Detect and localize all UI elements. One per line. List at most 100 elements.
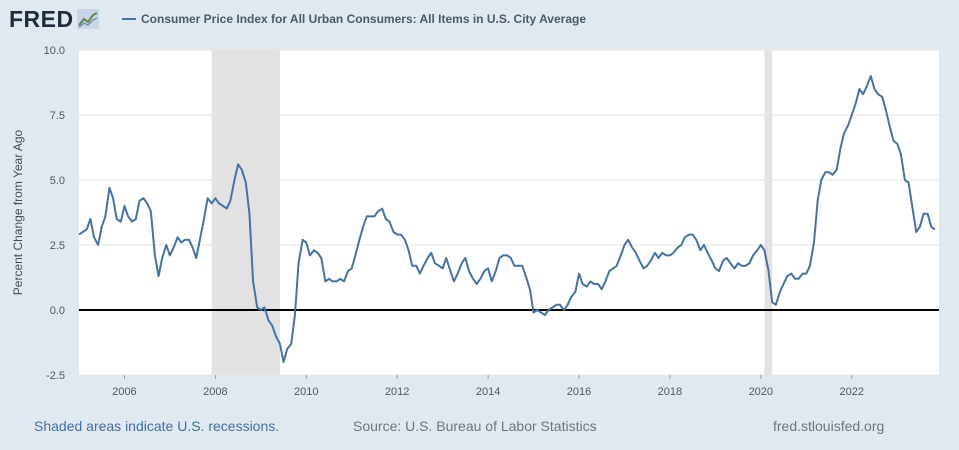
data-point [479,278,481,280]
data-point [195,257,197,259]
data-point [824,171,826,173]
data-point [862,93,864,95]
data-point [377,210,379,212]
data-point [873,88,875,90]
data-point [407,249,409,251]
chart-legend[interactable]: Consumer Price Index for All Urban Consu… [122,11,586,27]
data-point [468,270,470,272]
x-tick-label: 2018 [658,386,682,398]
data-point [456,272,458,274]
y-axis-label: Percent Change from Year Ago [11,129,25,295]
data-point [870,75,872,77]
data-point [547,309,549,311]
data-point [445,257,447,259]
data-point [237,163,239,165]
data-point [229,200,231,202]
cpi-series-line[interactable] [78,75,936,363]
data-point [188,239,190,241]
x-tick-label: 2014 [476,386,500,398]
data-point [180,241,182,243]
data-point [116,218,118,220]
data-point [578,272,580,274]
data-point [263,306,265,308]
recession-note[interactable]: Shaded areas indicate U.S. recessions. [34,418,280,434]
data-point [434,262,436,264]
y-axis-ticks: 10.0 7.5 5.0 2.5 0.0 -2.5 [44,45,65,382]
data-point [313,249,315,251]
data-point [81,231,83,233]
data-point [320,257,322,259]
data-point [89,218,91,220]
data-point [331,280,333,282]
fred-logo[interactable]: FRED [9,6,99,32]
data-point [896,142,898,144]
site-url[interactable]: fred.stlouisfed.org [773,418,885,434]
data-point [529,288,531,290]
data-point [706,252,708,254]
data-point [631,246,633,248]
data-point [316,252,318,254]
data-point [532,311,534,313]
data-point [646,265,648,267]
data-point [101,226,103,228]
data-point [805,272,807,274]
data-point [233,179,235,181]
data-point [616,265,618,267]
data-point [729,262,731,264]
data-point [714,267,716,269]
data-point [858,88,860,90]
data-point [415,265,417,267]
data-point [638,259,640,261]
data-point [373,215,375,217]
data-point [286,348,288,350]
data-point [831,174,833,176]
data-point [441,267,443,269]
data-point [551,306,553,308]
data-point [699,249,701,251]
data-point [786,275,788,277]
data-point [559,304,561,306]
recession-band-2 [764,50,773,375]
data-point [396,233,398,235]
data-point [608,270,610,272]
data-point [866,85,868,87]
data-point [510,257,512,259]
data-point [347,270,349,272]
data-point [904,179,906,181]
data-point [301,239,303,241]
data-point [112,197,114,199]
data-point [563,309,565,311]
data-point [309,254,311,256]
data-point [86,228,88,230]
data-point [104,215,106,217]
data-point [495,270,497,272]
data-point [847,124,849,126]
data-point [506,254,508,256]
data-point [737,262,739,264]
recession-band-1 [211,50,280,375]
data-point [157,275,159,277]
y-tick-label: 5.0 [50,175,65,187]
data-point [191,246,193,248]
data-point [108,187,110,189]
data-point [657,257,659,259]
data-point [426,257,428,259]
data-point [172,246,174,248]
data-point [888,124,890,126]
data-point [851,114,853,116]
data-point [388,220,390,222]
data-point [336,280,338,282]
data-point [271,324,273,326]
data-point [877,93,879,95]
data-point [343,280,345,282]
data-point [176,236,178,238]
data-point [449,270,451,272]
data-point [593,283,595,285]
data-point [665,254,667,256]
data-point [703,244,705,246]
data-point [760,244,762,246]
data-point [930,226,932,228]
data-point [604,280,606,282]
data-point [476,283,478,285]
